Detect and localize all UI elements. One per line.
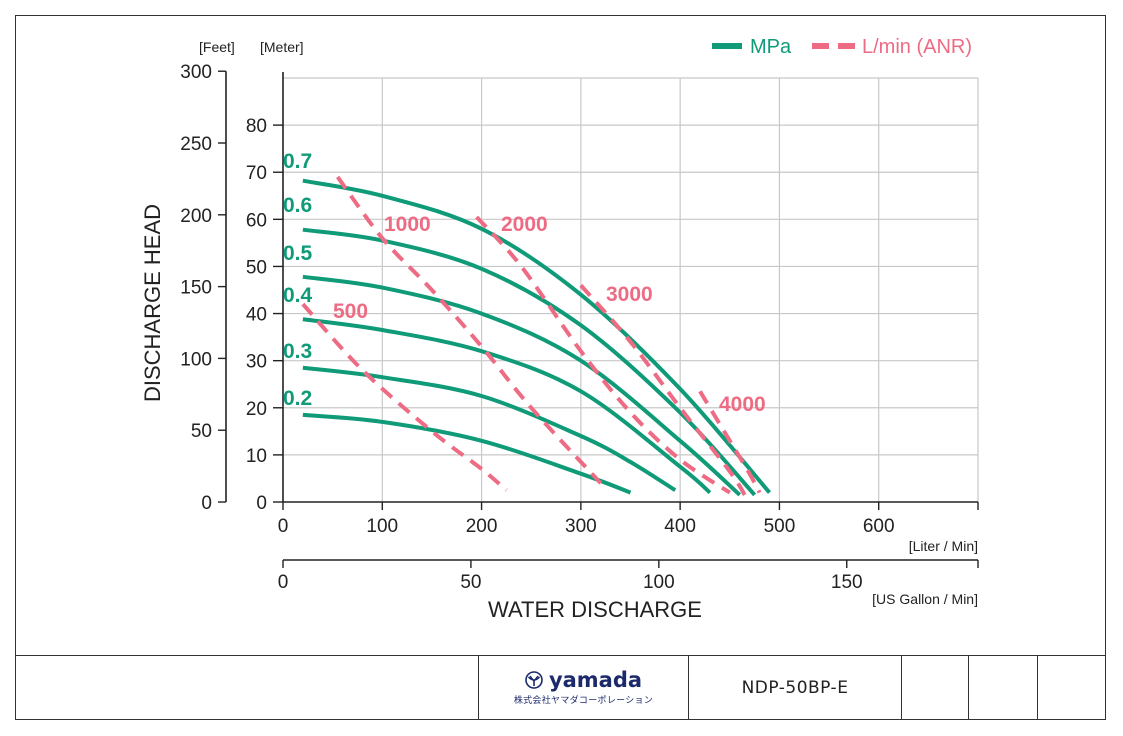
y-tick-label-feet: 0 <box>201 493 212 514</box>
anr-curve-500 <box>301 302 508 492</box>
y-tick-label-meter: 10 <box>246 446 267 467</box>
x-tick-label-liter: 400 <box>664 516 696 537</box>
y-tick-label-meter: 20 <box>246 399 267 420</box>
curve-label: 0.4 <box>283 284 313 307</box>
curve-label: 0.7 <box>283 150 312 173</box>
logo-subtext: 株式会社ヤマダコーポレーション <box>513 695 654 706</box>
x-tick-label-liter: 100 <box>366 516 398 537</box>
y-axis-title: DISCHARGE HEAD <box>140 204 165 402</box>
curve-label: 1000 <box>384 213 431 236</box>
y-tick-label-meter: 80 <box>246 116 267 137</box>
curve-label: 0.3 <box>283 340 312 363</box>
x-tick-label-gallon: 150 <box>831 572 863 593</box>
legend-anr-label: L/min (ANR) <box>862 36 972 58</box>
y-tick-label-meter: 40 <box>246 305 267 326</box>
anr-curve-4000 <box>698 390 762 494</box>
logo-text: yamada <box>548 667 643 692</box>
y-tick-label-feet: 200 <box>180 206 212 227</box>
empty-cell-3 <box>1037 655 1106 720</box>
x-tick-label-liter: 300 <box>565 516 597 537</box>
y-unit-feet: [Feet] <box>199 39 235 55</box>
y-tick-label-feet: 300 <box>180 62 212 83</box>
curve-label: 0.2 <box>283 387 312 410</box>
title-block-top-border <box>15 655 1106 656</box>
title-block: yamada 株式会社ヤマダコーポレーション NDP-50BP-E <box>15 655 1106 720</box>
x-tick-label-gallon: 100 <box>643 572 675 593</box>
y-tick-label-meter: 60 <box>246 210 267 231</box>
y-tick-label-meter: 70 <box>246 163 267 184</box>
mpa-curve-0.3 <box>302 365 677 492</box>
y-tick-label-meter: 50 <box>246 257 267 278</box>
empty-cell-1 <box>901 655 968 720</box>
curve-label: 500 <box>333 300 368 323</box>
yamada-emblem-icon <box>525 670 543 689</box>
x-unit-gallon: [US Gallon / Min] <box>872 591 978 607</box>
y-tick-label-feet: 150 <box>180 278 212 299</box>
x-tick-label-liter: 0 <box>278 516 289 537</box>
model-number: NDP-50BP-E <box>741 677 849 698</box>
y-unit-meter: [Meter] <box>260 39 304 55</box>
logo-wordmark: yamada <box>525 667 643 692</box>
mpa-curve-0.2 <box>302 412 632 495</box>
legend-mpa-label: MPa <box>750 36 792 58</box>
y-tick-label-feet: 100 <box>180 349 212 370</box>
model-cell: NDP-50BP-E <box>688 655 901 720</box>
x-axis-title: WATER DISCHARGE <box>488 597 702 622</box>
x-tick-label-liter: 500 <box>764 516 796 537</box>
x-tick-label-gallon: 50 <box>460 572 481 593</box>
mpa-curve-0.5 <box>302 274 742 497</box>
x-unit-liter: [Liter / Min] <box>909 538 978 554</box>
x-tick-label-gallon: 0 <box>278 572 289 593</box>
company-logo: yamada 株式会社ヤマダコーポレーション <box>478 655 688 720</box>
y-tick-label-meter: 30 <box>246 352 267 373</box>
mpa-curve-0.7 <box>302 178 772 494</box>
x-tick-label-liter: 200 <box>466 516 498 537</box>
curve-label: 0.5 <box>283 242 313 265</box>
y-tick-label-feet: 250 <box>180 134 212 155</box>
mpa-curve-0.4 <box>302 317 712 495</box>
empty-cell-2 <box>968 655 1037 720</box>
curve-label: 4000 <box>719 393 766 416</box>
curve-label: 3000 <box>606 283 653 306</box>
y-tick-label-feet: 50 <box>191 421 212 442</box>
curve-label: 2000 <box>501 213 548 236</box>
x-tick-label-liter: 600 <box>863 516 895 537</box>
anr-curve-1000 <box>335 175 603 485</box>
y-tick-label-meter: 0 <box>256 493 267 514</box>
curve-label: 0.6 <box>283 194 312 217</box>
document-frame <box>15 15 1106 720</box>
anr-curve-3000 <box>579 283 747 496</box>
